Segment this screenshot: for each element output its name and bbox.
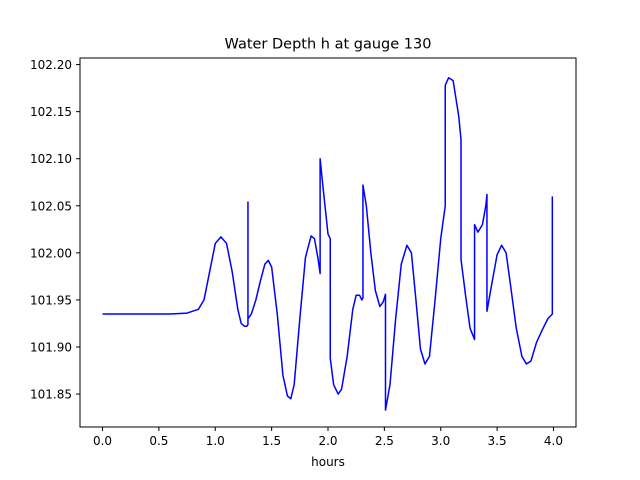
plot-area bbox=[79, 57, 577, 428]
x-tick-label: 1.5 bbox=[262, 434, 281, 448]
y-tick-label: 102.20 bbox=[30, 58, 72, 72]
x-tick-label: 3.0 bbox=[431, 434, 450, 448]
y-axis: 101.85 101.90 101.95 102.00 102.05 102.10 102.… bbox=[30, 58, 80, 402]
x-axis: 0.0 0.5 1.0 1.5 2.0 2.5 3.0 3.5 4.0 bbox=[93, 427, 563, 448]
x-tick-label: 0.0 bbox=[93, 434, 112, 448]
series-line bbox=[102, 77, 554, 411]
y-tick-label: 102.10 bbox=[30, 152, 72, 166]
y-tick-label: 101.85 bbox=[30, 388, 72, 402]
x-tick-label: 4.0 bbox=[544, 434, 563, 448]
y-tick-label: 102.00 bbox=[30, 246, 72, 260]
x-tick-label: 1.0 bbox=[206, 434, 225, 448]
x-tick-label: 3.5 bbox=[488, 434, 507, 448]
x-axis-label: hours bbox=[311, 455, 345, 469]
y-tick-label: 102.05 bbox=[30, 199, 72, 213]
axes-frame bbox=[79, 57, 577, 428]
y-tick-label: 101.95 bbox=[30, 293, 72, 307]
y-tick-label: 102.15 bbox=[30, 105, 72, 119]
y-tick-label: 101.90 bbox=[30, 340, 72, 354]
x-tick-label: 2.5 bbox=[375, 434, 394, 448]
chart-title: Water Depth h at gauge 130 bbox=[225, 37, 432, 53]
x-tick-label: 2.0 bbox=[318, 434, 337, 448]
x-tick-label: 0.5 bbox=[149, 434, 168, 448]
